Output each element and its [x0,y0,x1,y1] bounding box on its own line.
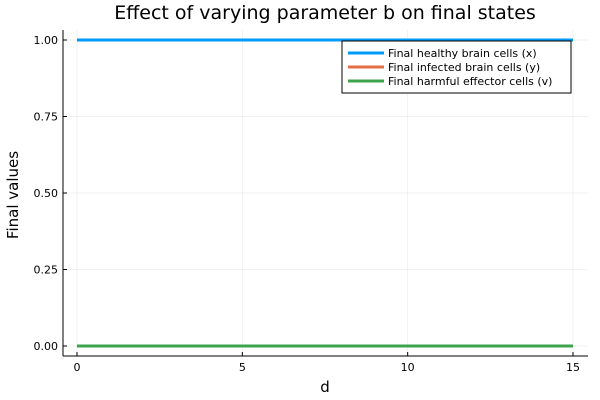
y-tick-label: 0.25 [34,264,59,277]
x-tick-label: 10 [401,361,415,374]
chart-title: Effect of varying parameter b on final s… [114,2,536,24]
x-tick-label: 0 [74,361,81,374]
series-lines [77,38,573,348]
x-axis-label: d [320,378,330,396]
axes: 0 5 10 15 0.00 0.25 0.50 0.75 1.00 [34,30,588,374]
y-axis-label: Final values [4,151,22,239]
y-tick-label: 1.00 [34,34,59,47]
legend-label-1: Final healthy brain cells (x) [388,47,537,60]
legend-label-2: Final infected brain cells (y) [388,61,540,74]
legend-label-3: Final harmful effector cells (v) [388,75,552,88]
y-tick-label: 0.00 [34,340,59,353]
legend: Final healthy brain cells (x)Final infec… [341,40,572,94]
y-tick-label: 0.75 [34,111,59,124]
y-tick-label: 0.50 [34,187,59,200]
x-tick-label: 5 [239,361,246,374]
legend-box [341,40,572,94]
x-tick-label: 15 [566,361,580,374]
